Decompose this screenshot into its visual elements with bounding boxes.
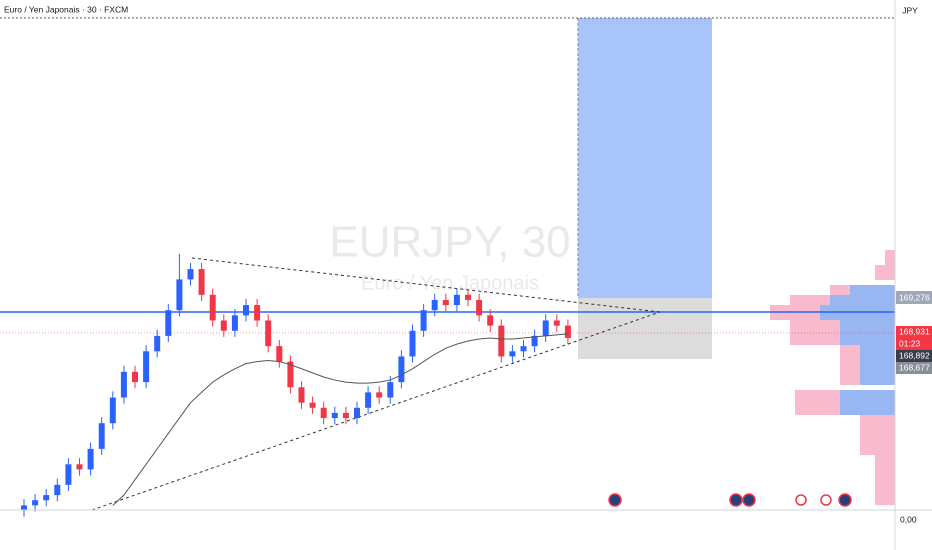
candle-body bbox=[453, 294, 460, 306]
plot bbox=[21, 253, 571, 517]
candle-body bbox=[442, 299, 449, 306]
candle-body bbox=[354, 407, 360, 419]
candle-body bbox=[531, 335, 538, 347]
candle-body bbox=[265, 320, 272, 347]
candle-body bbox=[287, 361, 294, 388]
watermark: EURJPY, 30 bbox=[329, 218, 570, 267]
candle-body bbox=[54, 484, 61, 496]
currency: JPY bbox=[902, 5, 918, 15]
candle-body bbox=[409, 330, 416, 357]
candle-body bbox=[320, 407, 327, 419]
candle-body bbox=[420, 310, 427, 331]
candle-body bbox=[98, 423, 105, 449]
candle-body bbox=[187, 269, 194, 280]
candle-body bbox=[87, 448, 94, 470]
candle-body bbox=[387, 382, 394, 398]
ma-label: 168,892 bbox=[899, 350, 930, 360]
candle-body bbox=[176, 279, 183, 311]
candle-body bbox=[254, 305, 261, 321]
candle-body bbox=[231, 315, 238, 331]
candle-body bbox=[209, 294, 216, 321]
candle-body bbox=[376, 392, 383, 398]
watermark-subtitle: Euro / Yen Japonais bbox=[361, 272, 539, 294]
last-badge bbox=[896, 326, 932, 350]
stop-label: 168,677 bbox=[899, 362, 930, 372]
candle-body bbox=[298, 387, 305, 403]
candle-body bbox=[465, 294, 471, 300]
candle-body bbox=[154, 335, 161, 352]
candle-body bbox=[276, 346, 283, 362]
level-label: 169,276 bbox=[899, 292, 930, 302]
candle-body bbox=[21, 505, 27, 511]
candle-body bbox=[398, 356, 405, 383]
candle-body bbox=[498, 325, 505, 357]
candle-body bbox=[342, 412, 349, 419]
candle-body bbox=[520, 346, 527, 352]
candle-body bbox=[165, 310, 172, 336]
stop-zone bbox=[578, 298, 712, 359]
candle-body bbox=[309, 402, 316, 408]
candle-body bbox=[198, 269, 205, 295]
candle-body bbox=[431, 299, 438, 311]
chart-title: Euro / Yen Japonais · 30 · FXCM bbox=[4, 4, 128, 14]
event-icons bbox=[608, 493, 852, 507]
candle-body bbox=[220, 320, 227, 331]
candle-body bbox=[509, 351, 516, 357]
candle-body bbox=[65, 464, 72, 485]
candle-body bbox=[132, 371, 138, 383]
candle-body bbox=[365, 392, 372, 408]
upper-trendline bbox=[191, 257, 661, 313]
candle-body bbox=[76, 464, 83, 470]
candle-body bbox=[32, 500, 39, 506]
stop-badge bbox=[896, 362, 932, 374]
candle-body bbox=[331, 412, 338, 419]
candle-body bbox=[476, 299, 483, 316]
volume-profile bbox=[770, 250, 895, 505]
candle-body bbox=[143, 351, 150, 383]
target-zone bbox=[578, 18, 712, 298]
candle-body bbox=[542, 320, 549, 336]
candle-body bbox=[243, 305, 249, 316]
candle-body bbox=[43, 495, 50, 501]
candle-body bbox=[109, 397, 116, 424]
candle-body bbox=[564, 325, 571, 338]
candle-body bbox=[487, 315, 494, 326]
moving-average bbox=[112, 333, 568, 506]
level-badge bbox=[896, 291, 932, 304]
candle-body bbox=[553, 320, 560, 326]
ma-badge bbox=[896, 350, 932, 362]
lower-trendline bbox=[91, 311, 661, 511]
countdown: 01:23 bbox=[899, 338, 921, 348]
last-label: 168,931 bbox=[899, 326, 930, 336]
candle-body bbox=[120, 371, 127, 398]
percent-label: 0,00 bbox=[900, 514, 917, 524]
